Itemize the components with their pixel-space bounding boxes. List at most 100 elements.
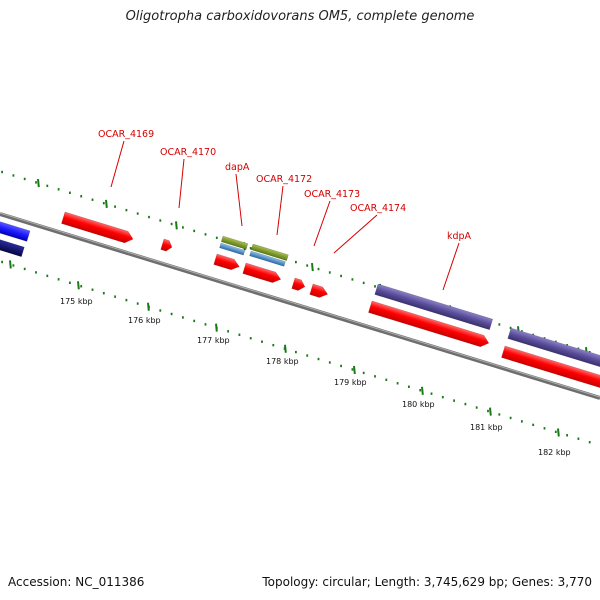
scale-dot <box>238 333 241 336</box>
map-title: Oligotropha carboxidovorans OM5, complet… <box>125 9 475 24</box>
scale-dot <box>114 295 116 298</box>
scale-dot <box>362 371 365 375</box>
scale-dot <box>57 278 60 281</box>
scale-dot <box>317 267 320 271</box>
gene-purple-right <box>507 327 600 372</box>
gene-ocar4173-shape <box>291 277 306 291</box>
genome-backbone <box>0 212 600 400</box>
scale-dot <box>351 278 354 281</box>
scale-dot <box>114 205 116 208</box>
scale-dot <box>430 392 433 395</box>
scale-dot <box>57 188 60 191</box>
scale-dot <box>125 208 128 212</box>
feature-olive-2 <box>250 243 289 261</box>
scale-tick-label: 179 kbp <box>334 378 367 387</box>
scale-dot <box>385 378 388 382</box>
scale-tick-label: 177 kbp <box>197 336 230 345</box>
inner-scale-track: 175 kbp 176 kbp 177 kbp 178 kbp 179 kbp 180 k… <box>1 260 591 457</box>
scale-dot <box>374 285 376 288</box>
genome-backbone-highlight <box>0 212 600 398</box>
gene-label-leader <box>313 200 331 247</box>
scale-major-tick <box>215 323 218 332</box>
scale-dot <box>69 281 71 284</box>
feature-olive-shape <box>220 235 249 250</box>
scale-dot <box>351 368 354 371</box>
scale-dot <box>487 409 489 413</box>
gene-feature-blue <box>0 217 31 242</box>
gene-feature-navy-shape <box>0 235 25 258</box>
scale-dot <box>125 298 128 302</box>
scale-dot <box>159 309 162 312</box>
scale-dot <box>102 291 105 295</box>
gene-kdpa-red-shape <box>368 300 490 348</box>
scale-dot <box>136 212 139 215</box>
scale-dot <box>362 281 365 285</box>
scale-tick-label: 178 kbp <box>266 357 299 366</box>
scale-major-tick <box>37 178 40 188</box>
scale-dot <box>340 364 342 368</box>
scale-dot <box>148 215 150 219</box>
scale-dot <box>543 427 546 430</box>
gene-label-leader <box>110 140 125 188</box>
scale-dot <box>340 274 342 278</box>
gene-purple-right-shape <box>507 327 600 372</box>
scale-dot <box>159 219 162 222</box>
gene-label: OCAR_4170 <box>160 147 216 158</box>
gene-kdpa-red <box>368 300 490 348</box>
scale-major-tick <box>105 199 108 208</box>
scale-major-tick <box>489 407 492 416</box>
gene-feature-navy <box>0 235 25 258</box>
scale-major-tick <box>311 262 314 272</box>
scale-dot <box>554 430 557 434</box>
scale-dot <box>91 198 94 201</box>
scale-dot <box>475 406 478 409</box>
scale-dot <box>80 195 83 198</box>
scale-dot <box>69 191 71 194</box>
scale-dot <box>193 319 196 323</box>
scale-major-tick <box>557 428 560 437</box>
scale-dot <box>12 264 15 267</box>
gene-red-right <box>501 345 600 388</box>
scale-dot <box>249 337 252 340</box>
outer-scale-track <box>1 170 591 356</box>
scale-major-tick <box>147 302 150 311</box>
scale-tick-label: 175 kbp <box>60 297 93 306</box>
gene-dapa <box>213 253 240 271</box>
scale-dot <box>182 226 184 229</box>
scale-dot <box>317 357 320 361</box>
scale-dot <box>261 340 263 343</box>
gene-label: dapA <box>225 162 250 173</box>
scale-dot <box>509 326 512 330</box>
scale-dot <box>498 413 501 416</box>
scale-dot <box>46 184 49 188</box>
gene-label: OCAR_4169 <box>98 129 154 140</box>
gene-kdpa-purple-shape <box>374 283 494 331</box>
scale-dot <box>170 312 173 316</box>
scale-dot <box>23 267 26 271</box>
gene-ocar4172-shape <box>242 262 282 283</box>
scale-dot <box>193 229 196 233</box>
scale-tick-label: 181 kbp <box>470 423 503 432</box>
gene-label-leader <box>276 185 284 236</box>
gene-label-leader <box>333 214 378 254</box>
gene-kdpa-purple <box>374 283 494 331</box>
scale-dot <box>249 247 252 250</box>
gene-label: OCAR_4174 <box>350 203 406 214</box>
scale-tick-label: 182 kbp <box>538 448 571 457</box>
scale-dot <box>306 264 309 267</box>
scale-major-tick <box>284 344 287 353</box>
feature-steel-2-shape <box>249 250 286 267</box>
gene-ocar4170-shape <box>160 238 173 252</box>
scale-dot <box>272 343 275 347</box>
scale-dot <box>35 181 37 184</box>
scale-dot <box>46 274 49 278</box>
gene-ocar4170 <box>160 238 173 252</box>
feature-steel <box>219 242 246 256</box>
gene-ocar4174-shape <box>309 283 329 298</box>
scale-dot <box>227 330 229 333</box>
scale-dot <box>215 236 218 240</box>
gene-label: OCAR_4173 <box>304 189 360 200</box>
scale-dot <box>306 354 309 357</box>
gene-label-leader <box>235 173 243 227</box>
